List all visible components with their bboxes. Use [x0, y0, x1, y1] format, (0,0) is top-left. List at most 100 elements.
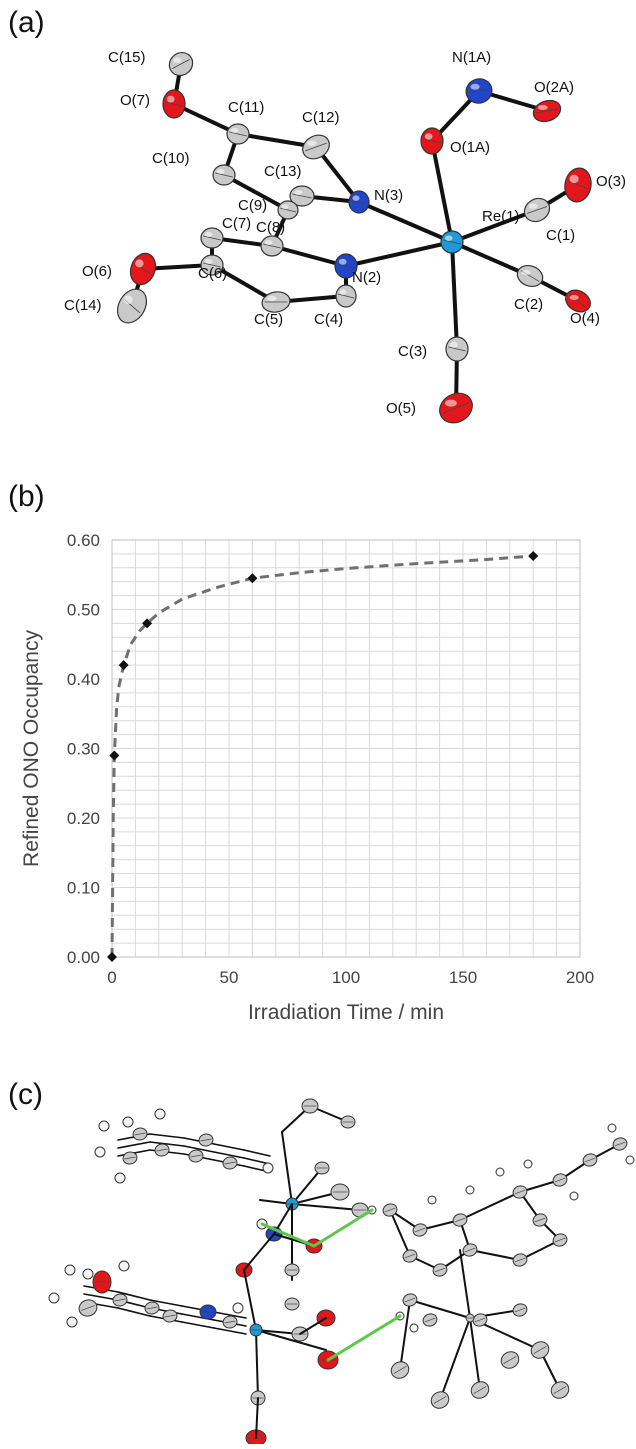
atom-axis-C1: [526, 206, 548, 214]
x-tick-label: 0: [107, 968, 116, 987]
atom-highlight-C4: [339, 289, 347, 295]
bond: [281, 1131, 293, 1205]
y-tick-label: 0.10: [67, 879, 100, 898]
bond: [459, 1249, 471, 1319]
atom-label-C3: C(3): [398, 343, 427, 360]
atom-highlight-C1: [528, 203, 538, 209]
bond: [243, 1149, 271, 1157]
atom-highlight-C14: [123, 295, 133, 305]
bond: [243, 1233, 275, 1271]
atom-axis: [81, 1305, 95, 1311]
atom-label-C14: C(14): [64, 297, 102, 314]
atom-axis: [473, 1386, 487, 1394]
upper-hydrogen: [122, 1116, 134, 1128]
packing-diagram-c: [48, 1098, 635, 1447]
atom-axis: [474, 1317, 486, 1323]
atom-axis: [584, 1157, 596, 1163]
atom-label-O3: O(3): [596, 173, 626, 190]
atom-axis-N2: [337, 263, 355, 269]
lower-hydrogen: [48, 1292, 60, 1304]
atom-label-C11: C(11): [228, 99, 264, 116]
y-tick-label: 0.60: [67, 531, 100, 550]
bond: [255, 1329, 327, 1351]
occupancy-chart: 0.00 0.10 0.20 0.30 0.40 0.50 0.60 0 50 100 150 200…: [20, 531, 594, 1024]
atom-axis: [514, 1257, 526, 1263]
x-axis-label: Irradiation Time / min: [248, 1001, 444, 1024]
atom-axis-O7: [165, 101, 183, 107]
atom-label-C6: C(6): [198, 265, 227, 282]
network-hydrogen: [625, 1155, 635, 1165]
atom-highlight-C10: [216, 169, 225, 174]
network-hydrogen: [523, 1159, 533, 1169]
atom-axis: [224, 1161, 236, 1165]
fit-curve: [110, 554, 534, 958]
atom-highlight-N1A: [470, 83, 480, 90]
atom-axis-C11: [229, 131, 247, 137]
network-hydrogen: [569, 1191, 579, 1201]
bond: [181, 1321, 215, 1329]
atom-axis: [404, 1297, 416, 1303]
data-point-1: [109, 750, 120, 761]
network-hydrogen: [495, 1167, 505, 1177]
bond: [291, 1167, 323, 1205]
panel-a: (a) C(15) O(7) C(11) C(12) C(10) C(13) C(9) C(8…: [0, 0, 636, 460]
bond-Re1-C1: [450, 208, 539, 244]
bond-Re1-O1A: [430, 139, 454, 244]
bond: [312, 1208, 374, 1248]
y-tick-label: 0.20: [67, 809, 100, 828]
bond: [469, 1317, 481, 1391]
chart-grid: [111, 539, 581, 958]
atom-highlight-O4: [569, 295, 579, 300]
atom-axis: [514, 1189, 526, 1195]
atom-label-O6: O(6): [82, 263, 112, 280]
plot-border: [111, 539, 581, 958]
bond: [409, 1299, 471, 1319]
atom-highlight-N3: [352, 195, 360, 201]
lower-hydrogen: [64, 1264, 76, 1276]
atom-axis: [464, 1247, 476, 1253]
bond: [255, 1329, 259, 1399]
data-point-2: [118, 660, 129, 671]
bond: [243, 1157, 271, 1165]
atom-axis: [533, 1346, 547, 1354]
atom-axis: [534, 1217, 546, 1223]
atom-axis-C12: [305, 142, 327, 152]
atom-axis: [514, 1307, 526, 1313]
atom-axis: [146, 1306, 158, 1310]
upper-hydrogen: [98, 1120, 110, 1132]
atom-highlight-O3: [569, 174, 579, 184]
atom-axis: [554, 1177, 566, 1183]
panel-label-b: (b): [8, 480, 45, 513]
atom-highlight-C11: [230, 128, 239, 133]
atom-highlight-C3: [449, 341, 458, 348]
atom-axis-C8: [263, 243, 281, 249]
atom-axis: [190, 1154, 202, 1158]
bond: [183, 1145, 215, 1153]
bond: [117, 1141, 151, 1149]
y-axis-label: Refined ONO Occupancy: [20, 630, 43, 867]
lower-hydrogen: [232, 1302, 244, 1314]
atom-axis-O3: [567, 180, 589, 190]
atom-axis: [156, 1148, 168, 1152]
atom-highlight-C15: [173, 57, 182, 63]
atom-highlight-C6: [204, 259, 213, 264]
atom-axis-C3: [448, 346, 466, 352]
atom-label-C9: C(9): [238, 197, 267, 214]
atom-highlight-C8: [264, 240, 273, 245]
atom-label-C8: C(8): [256, 219, 285, 236]
data-point-5: [528, 550, 539, 561]
atom-label-Re1: Re(1): [482, 208, 520, 225]
atom-axis: [224, 1320, 236, 1324]
atom-axis: [503, 1356, 517, 1364]
upper-hydrogen: [262, 1162, 274, 1174]
bond-C11-C12: [236, 132, 318, 149]
bond: [83, 1293, 119, 1301]
atom-axis: [414, 1227, 426, 1233]
atom-highlight-C5: [266, 296, 277, 301]
atom-axis: [134, 1132, 146, 1136]
bond: [213, 1327, 247, 1335]
atom-axis: [614, 1141, 626, 1147]
atom-axis: [434, 1267, 446, 1273]
atom-label-C1: C(1): [546, 227, 575, 244]
atom-label-C5: C(5): [254, 311, 283, 328]
